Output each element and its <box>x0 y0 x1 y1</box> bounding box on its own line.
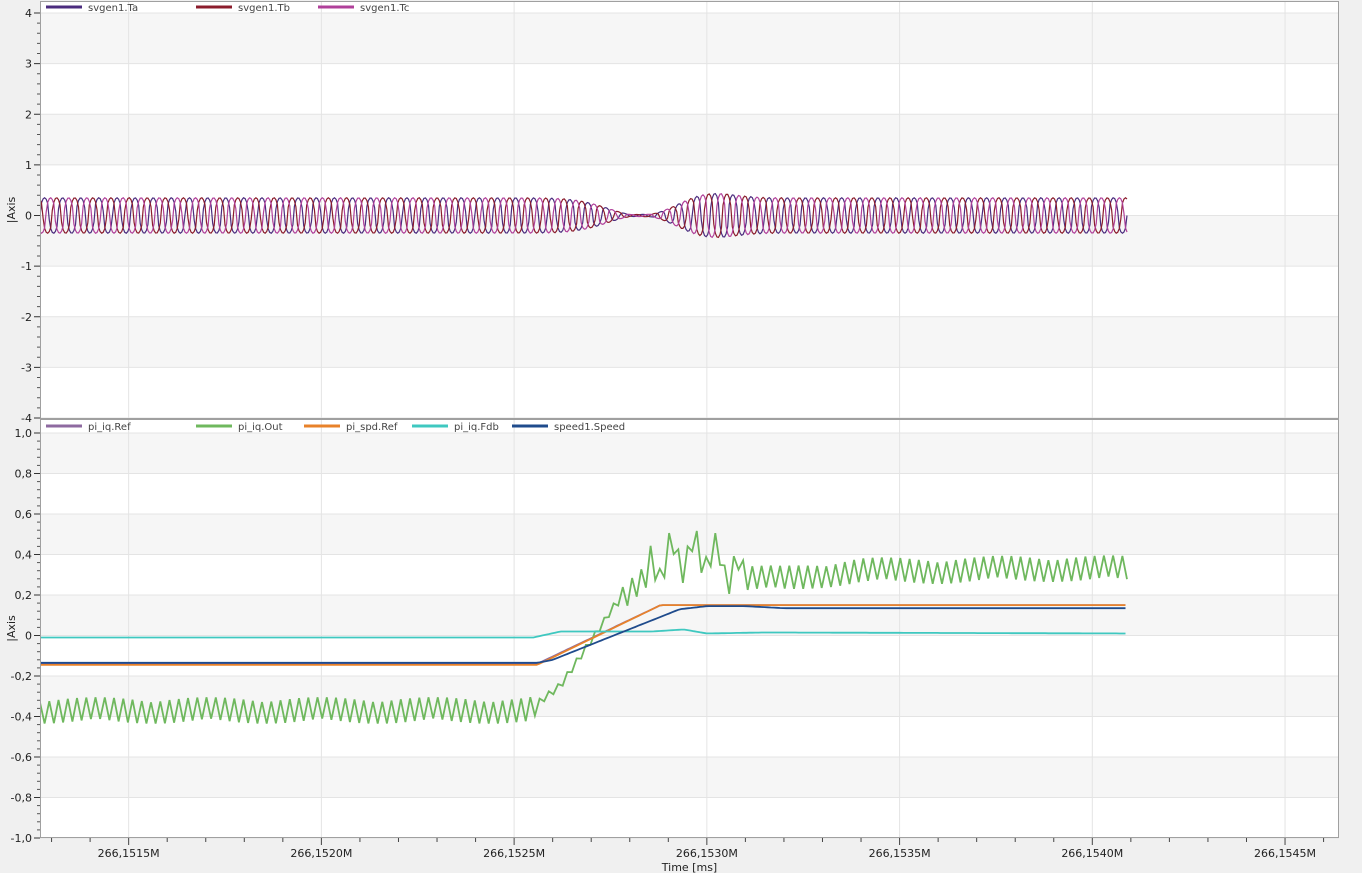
y-tick-label: 4 <box>25 7 32 20</box>
y-tick-label: -4 <box>21 412 32 425</box>
legend-label: svgen1.Ta <box>88 3 138 14</box>
trace-speed1-Speed <box>41 605 1126 664</box>
grid-band <box>40 676 1339 717</box>
legend-label: pi_iq.Out <box>238 422 283 433</box>
legend-label: svgen1.Tb <box>238 3 290 14</box>
legend-label: pi_iq.Fdb <box>454 422 499 433</box>
grid-band <box>40 595 1339 636</box>
y-tick-label: -0,6 <box>11 751 32 764</box>
x-tick-label: 266,1520M <box>290 847 352 860</box>
trace-svgen1-Tc <box>41 193 1128 239</box>
y-tick-label: -0,4 <box>11 711 32 724</box>
legend-label: speed1.Speed <box>554 422 625 433</box>
legend: svgen1.Ta svgen1.Tb svgen1.Tc <box>46 3 409 14</box>
trace-pi_iq-Out <box>41 530 1128 724</box>
y-tick-label: 1,0 <box>15 427 33 440</box>
y-tick-label: -3 <box>21 361 32 374</box>
grid-band <box>40 215 1339 267</box>
y-tick-label: -1 <box>21 260 32 273</box>
legend: pi_iq.Ref pi_iq.Out pi_spd.Ref pi_iq.Fdb spe… <box>46 422 625 433</box>
y-tick-label: 0 <box>25 210 32 223</box>
grid-band <box>40 433 1339 474</box>
grid-band <box>40 13 1339 64</box>
y-tick-label: 3 <box>25 58 32 71</box>
y-tick-label: 1 <box>25 159 32 172</box>
legend-label: pi_spd.Ref <box>346 422 398 433</box>
y-axis-label: |Axis <box>5 196 18 223</box>
y-tick-label: 0,6 <box>15 508 33 521</box>
y-tick-label: -0,2 <box>11 670 32 683</box>
legend-label: svgen1.Tc <box>360 3 409 14</box>
x-tick-label: 266,1530M <box>676 847 738 860</box>
x-tick-label: 266,1535M <box>869 847 931 860</box>
y-tick-label: 0 <box>25 630 32 643</box>
trace-svgen1-Ta <box>41 192 1128 238</box>
traces-top <box>41 192 1128 239</box>
grid-band <box>40 114 1339 165</box>
traces-bottom <box>41 530 1128 724</box>
trace-pi_spd-Ref <box>41 604 1126 666</box>
trace-svgen1-Tb <box>41 193 1128 239</box>
grid-band <box>40 757 1339 798</box>
x-tick-label: 266,1525M <box>483 847 545 860</box>
plot-panel-2: -1,0 -0,8 -0,6 -0,4 -0,2 0 0,2 0,4 0,6 0,8 1,0 |Axi… <box>5 419 1339 845</box>
legend-label: pi_iq.Ref <box>88 422 131 433</box>
y-axis-label: |Axis <box>5 615 18 642</box>
x-tick-label: 266,1515M <box>98 847 160 860</box>
x-tick-label: 266,1540M <box>1061 847 1123 860</box>
y-tick-label: -2 <box>21 311 32 324</box>
y-tick-label: -1,0 <box>11 832 32 845</box>
plot-frame <box>40 1 1339 419</box>
y-tick-label: 2 <box>25 108 32 121</box>
plot-frame <box>40 419 1339 838</box>
y-tick-label: 0,2 <box>15 589 33 602</box>
x-tick-label: 266,1545M <box>1254 847 1316 860</box>
y-tick-label: -0,8 <box>11 792 32 805</box>
trace-pi_iq-Fdb <box>41 628 1126 639</box>
y-tick-label: 0,4 <box>15 549 33 562</box>
grid-band <box>40 316 1339 368</box>
y-tick-label: 0,8 <box>15 468 33 481</box>
x-axis: 266,1515M 266,1520M 266,1525M 266,1530M 266,… <box>51 838 1325 873</box>
x-axis-label: Time [ms] <box>661 861 717 873</box>
